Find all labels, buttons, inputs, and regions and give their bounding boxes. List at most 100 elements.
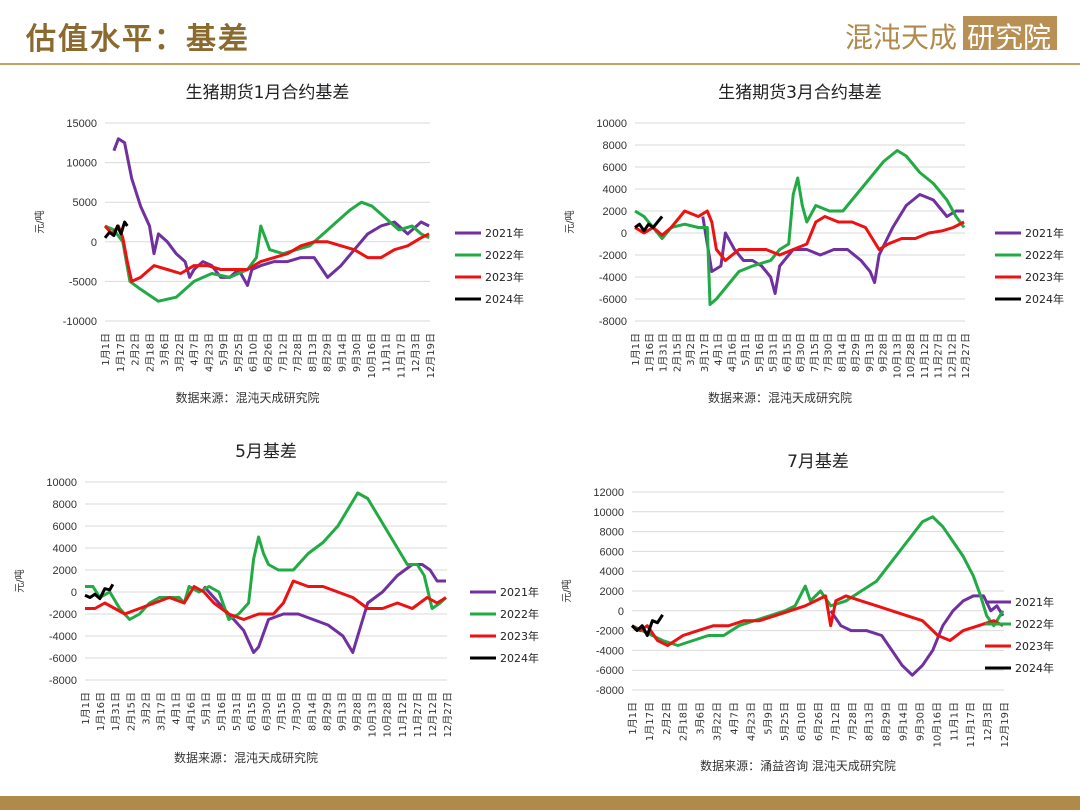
legend-label: 2024年	[1025, 292, 1064, 306]
series-line-2022	[85, 491, 448, 621]
series-line-2023	[103, 224, 430, 283]
x-tick-label: 5月16日	[216, 692, 228, 731]
legend-label: 2023年	[1015, 639, 1054, 653]
x-tick-label: 8月29日	[322, 333, 334, 372]
y-tick-label: 6000	[600, 546, 624, 558]
x-tick-label: 11月1日	[381, 333, 393, 372]
logo-text-right: 研究院	[967, 21, 1052, 54]
x-tick-label: 5月16日	[754, 333, 766, 372]
y-tick-label: 12000	[593, 487, 624, 499]
x-tick-label: 3月17日	[155, 692, 167, 731]
x-tick-label: 6月10日	[248, 333, 260, 372]
legend-label: 2024年	[1015, 661, 1054, 675]
x-tick-label: 3月2日	[685, 333, 697, 366]
x-tick-label: 11月12日	[397, 692, 409, 737]
x-tick-label: 3月6日	[695, 702, 707, 735]
footer-band	[0, 796, 1080, 810]
series-line-2024	[84, 583, 115, 601]
y-axis-label: 元/吨	[563, 210, 576, 233]
y-tick-label: 0	[71, 587, 77, 599]
y-tick-label: 6000	[53, 521, 77, 533]
x-tick-label: 6月26日	[813, 702, 825, 741]
x-tick-label: 7月30日	[823, 333, 835, 372]
chart-title: 生猪期货3月合约基差	[718, 83, 882, 103]
x-tick-label: 5月9日	[218, 333, 230, 366]
x-tick-label: 10月28日	[905, 333, 917, 378]
y-tick-label: -4000	[599, 272, 627, 284]
x-tick-label: 8月13日	[864, 702, 876, 741]
chart-may-basis: 5月基差 10000 8000 6000 4000 2000 0 -2000 -4000 -600…	[13, 442, 539, 765]
logo-text-left: 混沌天成	[845, 21, 958, 54]
x-tick-label: 1月1日	[630, 333, 642, 366]
y-tick-label: 0	[618, 606, 624, 618]
x-tick-label: 2月15日	[671, 333, 683, 372]
y-tick-label: -10000	[63, 316, 97, 328]
y-tick-label: -2000	[599, 250, 627, 262]
x-tick-label: 3月17日	[699, 333, 711, 372]
y-tick-label: 0	[91, 237, 97, 249]
x-tick-label: 4月16日	[726, 333, 738, 372]
legend-label: 2022年	[500, 607, 539, 621]
series-line-2024	[103, 220, 129, 239]
y-axis-label: 元/吨	[13, 569, 26, 592]
x-tick-label: 1月1日	[100, 333, 112, 366]
x-tick-label: 2月2日	[130, 333, 142, 366]
x-tick-label: 10月13日	[367, 692, 379, 737]
x-tick-label: 6月15日	[781, 333, 793, 372]
x-tick-label: 11月17日	[965, 702, 977, 747]
series-line-2022	[104, 200, 430, 303]
x-tick-label: 4月1日	[713, 333, 725, 366]
x-tick-label: 1月1日	[627, 702, 639, 735]
x-tick-label: 1月31日	[110, 692, 122, 731]
x-tick-label: 12月12日	[427, 692, 439, 737]
x-tick-label: 5月9日	[762, 702, 774, 735]
source-note: 数据来源：混沌天成研究院	[174, 750, 318, 765]
brand-logo: 混沌天成 研究院	[845, 16, 1059, 54]
chart-title: 7月基差	[787, 452, 849, 472]
logo-box	[963, 16, 1057, 50]
x-tick-label: 12月27日	[960, 333, 972, 378]
series-line-2023	[631, 594, 1004, 647]
y-tick-label: -6000	[596, 665, 624, 677]
y-tick-label: 8000	[600, 527, 624, 539]
y-tick-label: 2000	[53, 565, 77, 577]
series-line-2023	[85, 579, 447, 621]
legend-label: 2022年	[485, 248, 524, 262]
x-tick-label: 6月30日	[795, 333, 807, 372]
x-tick-label: 7月12日	[277, 333, 289, 372]
y-tick-label: 10000	[46, 477, 77, 489]
x-tick-label: 1月16日	[95, 692, 107, 731]
x-tick-label: 1月17日	[115, 333, 127, 372]
x-tick-label: 2月2日	[661, 702, 673, 735]
x-tick-label: 7月30日	[291, 692, 303, 731]
x-tick-label: 5月25日	[779, 702, 791, 741]
legend-label: 2024年	[500, 651, 539, 665]
header: 估值水平：基差 混沌天成 研究院	[0, 0, 1080, 62]
x-tick-label: 12月3日	[982, 702, 994, 741]
x-tick-label: 1月31日	[658, 333, 670, 372]
x-tick-label: 10月28日	[382, 692, 394, 737]
y-tick-label: -2000	[49, 609, 77, 621]
header-divider	[0, 63, 1080, 65]
source-note: 数据来源：混沌天成研究院	[175, 390, 319, 405]
x-tick-label: 5月1日	[201, 692, 213, 725]
series-line-2022	[631, 515, 1005, 647]
series-line-2023	[634, 209, 965, 262]
y-tick-label: -4000	[49, 631, 77, 643]
y-tick-label: 2000	[603, 206, 627, 218]
legend-label: 2021年	[1015, 595, 1054, 609]
y-tick-label: 8000	[603, 140, 627, 152]
y-tick-label: -2000	[596, 626, 624, 638]
x-tick-label: 9月28日	[878, 333, 890, 372]
x-tick-label: 3月6日	[159, 333, 171, 366]
x-tick-label: 3月22日	[712, 702, 724, 741]
x-tick-label: 2月15日	[125, 692, 137, 731]
y-tick-label: -8000	[596, 685, 624, 697]
x-tick-label: 11月12日	[919, 333, 931, 378]
x-tick-label: 3月22日	[174, 333, 186, 372]
x-tick-label: 6月10日	[796, 702, 808, 741]
x-tick-label: 4月7日	[189, 333, 201, 366]
chart-mar-basis: 生猪期货3月合约基差 10000 8000 6000 4000 2000 0 -2000 -40…	[563, 83, 1064, 405]
x-tick-label: 11月17日	[395, 333, 407, 378]
x-tick-label: 3月2日	[140, 692, 152, 725]
